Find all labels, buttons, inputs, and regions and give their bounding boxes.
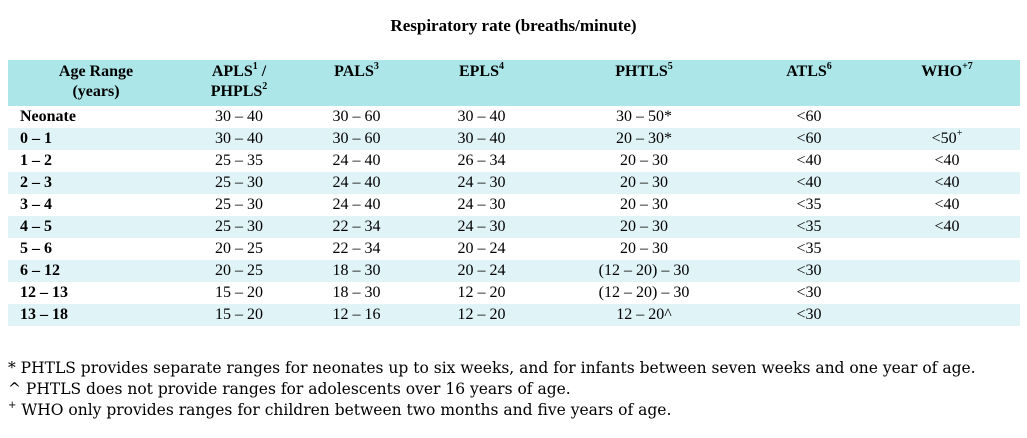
- cell-phtls: 12 – 20^: [544, 304, 744, 326]
- cell-atls: <40: [744, 150, 874, 172]
- cell-who: [874, 106, 1020, 128]
- cell-epls: 30 – 40: [419, 128, 544, 150]
- table-row: 3 – 4 25 – 30 24 – 40 24 – 30 20 – 30 <35 <40: [8, 194, 1020, 216]
- cell-age: 13 – 18: [8, 304, 184, 326]
- cell-pals: 30 – 60: [294, 106, 419, 128]
- cell-apls: 25 – 35: [184, 150, 294, 172]
- cell-atls: <30: [744, 304, 874, 326]
- cell-phtls: 20 – 30: [544, 194, 744, 216]
- cell-age: 6 – 12: [8, 260, 184, 282]
- cell-atls: <35: [744, 194, 874, 216]
- table-row: 1 – 2 25 – 35 24 – 40 26 – 34 20 – 30 <40 <40: [8, 150, 1020, 172]
- footnote-asterisk: * PHTLS provides separate ranges for neo…: [8, 359, 976, 377]
- cell-pals: 22 – 34: [294, 238, 419, 260]
- cell-age: 2 – 3: [8, 172, 184, 194]
- cell-apls: 25 – 30: [184, 172, 294, 194]
- table-row: 5 – 6 20 – 25 22 – 34 20 – 24 20 – 30 <35: [8, 238, 1020, 260]
- cell-phtls: 20 – 30*: [544, 128, 744, 150]
- cell-apls: 20 – 25: [184, 238, 294, 260]
- cell-pals: 30 – 60: [294, 128, 419, 150]
- cell-apls: 30 – 40: [184, 106, 294, 128]
- cell-phtls: 20 – 30: [544, 216, 744, 238]
- cell-who: <40: [874, 216, 1020, 238]
- footnote-caret: ^ PHTLS does not provide ranges for adol…: [8, 380, 571, 398]
- cell-apls: 25 – 30: [184, 216, 294, 238]
- cell-epls: 12 – 20: [419, 304, 544, 326]
- cell-phtls: 20 – 30: [544, 238, 744, 260]
- cell-who: [874, 238, 1020, 260]
- header-apls-phpls: APLS1 /PHPLS2: [184, 60, 294, 106]
- cell-phtls: 30 – 50*: [544, 106, 744, 128]
- cell-apls: 30 – 40: [184, 128, 294, 150]
- table-title: Respiratory rate (breaths/minute): [390, 16, 637, 35]
- cell-age: 3 – 4: [8, 194, 184, 216]
- cell-epls: 24 – 30: [419, 194, 544, 216]
- cell-atls: <30: [744, 260, 874, 282]
- cell-atls: <35: [744, 238, 874, 260]
- cell-apls: 25 – 30: [184, 194, 294, 216]
- table-row: Neonate 30 – 40 30 – 60 30 – 40 30 – 50* <60: [8, 106, 1020, 128]
- header-who: WHO+7: [874, 60, 1020, 106]
- cell-age: 1 – 2: [8, 150, 184, 172]
- cell-atls: <60: [744, 128, 874, 150]
- table-row: 4 – 5 25 – 30 22 – 34 24 – 30 20 – 30 <35 <40: [8, 216, 1020, 238]
- cell-pals: 24 – 40: [294, 150, 419, 172]
- cell-who: [874, 304, 1020, 326]
- cell-age: 5 – 6: [8, 238, 184, 260]
- cell-who: [874, 260, 1020, 282]
- cell-atls: <60: [744, 106, 874, 128]
- header-phtls: PHTLS5: [544, 60, 744, 106]
- cell-apls: 15 – 20: [184, 304, 294, 326]
- cell-who: [874, 282, 1020, 304]
- header-epls: EPLS4: [419, 60, 544, 106]
- cell-phtls: (12 – 20) – 30: [544, 260, 744, 282]
- cell-who: <40: [874, 194, 1020, 216]
- cell-pals: 18 – 30: [294, 260, 419, 282]
- cell-epls: 24 – 30: [419, 216, 544, 238]
- header-age: Age Range (years): [8, 60, 184, 106]
- cell-pals: 22 – 34: [294, 216, 419, 238]
- header-row: Age Range (years) APLS1 /PHPLS2 PALS3 EPL…: [8, 60, 1020, 106]
- cell-age: 4 – 5: [8, 216, 184, 238]
- cell-apls: 20 – 25: [184, 260, 294, 282]
- cell-epls: 30 – 40: [419, 106, 544, 128]
- cell-who: <40: [874, 172, 1020, 194]
- table-row: 0 – 1 30 – 40 30 – 60 30 – 40 20 – 30* <60 <50…: [8, 128, 1020, 150]
- header-atls: ATLS6: [744, 60, 874, 106]
- footnote-plus: + WHO only provides ranges for children …: [8, 399, 672, 419]
- cell-epls: 20 – 24: [419, 260, 544, 282]
- respiratory-rate-table: Age Range (years) APLS1 /PHPLS2 PALS3 EPL…: [8, 60, 1020, 326]
- cell-pals: 18 – 30: [294, 282, 419, 304]
- cell-phtls: 20 – 30: [544, 150, 744, 172]
- cell-who: <50+: [874, 128, 1020, 150]
- cell-atls: <30: [744, 282, 874, 304]
- table-row: 6 – 12 20 – 25 18 – 30 20 – 24 (12 – 20) – 3…: [8, 260, 1020, 282]
- cell-phtls: (12 – 20) – 30: [544, 282, 744, 304]
- cell-phtls: 20 – 30: [544, 172, 744, 194]
- cell-pals: 12 – 16: [294, 304, 419, 326]
- cell-age: 12 – 13: [8, 282, 184, 304]
- cell-epls: 12 – 20: [419, 282, 544, 304]
- cell-pals: 24 – 40: [294, 172, 419, 194]
- cell-epls: 26 – 34: [419, 150, 544, 172]
- table-row: 2 – 3 25 – 30 24 – 40 24 – 30 20 – 30 <40 <40: [8, 172, 1020, 194]
- table-row: 12 – 13 15 – 20 18 – 30 12 – 20 (12 – 20) – …: [8, 282, 1020, 304]
- cell-atls: <40: [744, 172, 874, 194]
- cell-who: <40: [874, 150, 1020, 172]
- header-pals: PALS3: [294, 60, 419, 106]
- cell-apls: 15 – 20: [184, 282, 294, 304]
- cell-epls: 20 – 24: [419, 238, 544, 260]
- cell-pals: 24 – 40: [294, 194, 419, 216]
- cell-atls: <35: [744, 216, 874, 238]
- cell-age: Neonate: [8, 106, 184, 128]
- footnotes: * PHTLS provides separate ranges for neo…: [8, 358, 976, 421]
- cell-epls: 24 – 30: [419, 172, 544, 194]
- table-row: 13 – 18 15 – 20 12 – 16 12 – 20 12 – 20^ <30: [8, 304, 1020, 326]
- cell-age: 0 – 1: [8, 128, 184, 150]
